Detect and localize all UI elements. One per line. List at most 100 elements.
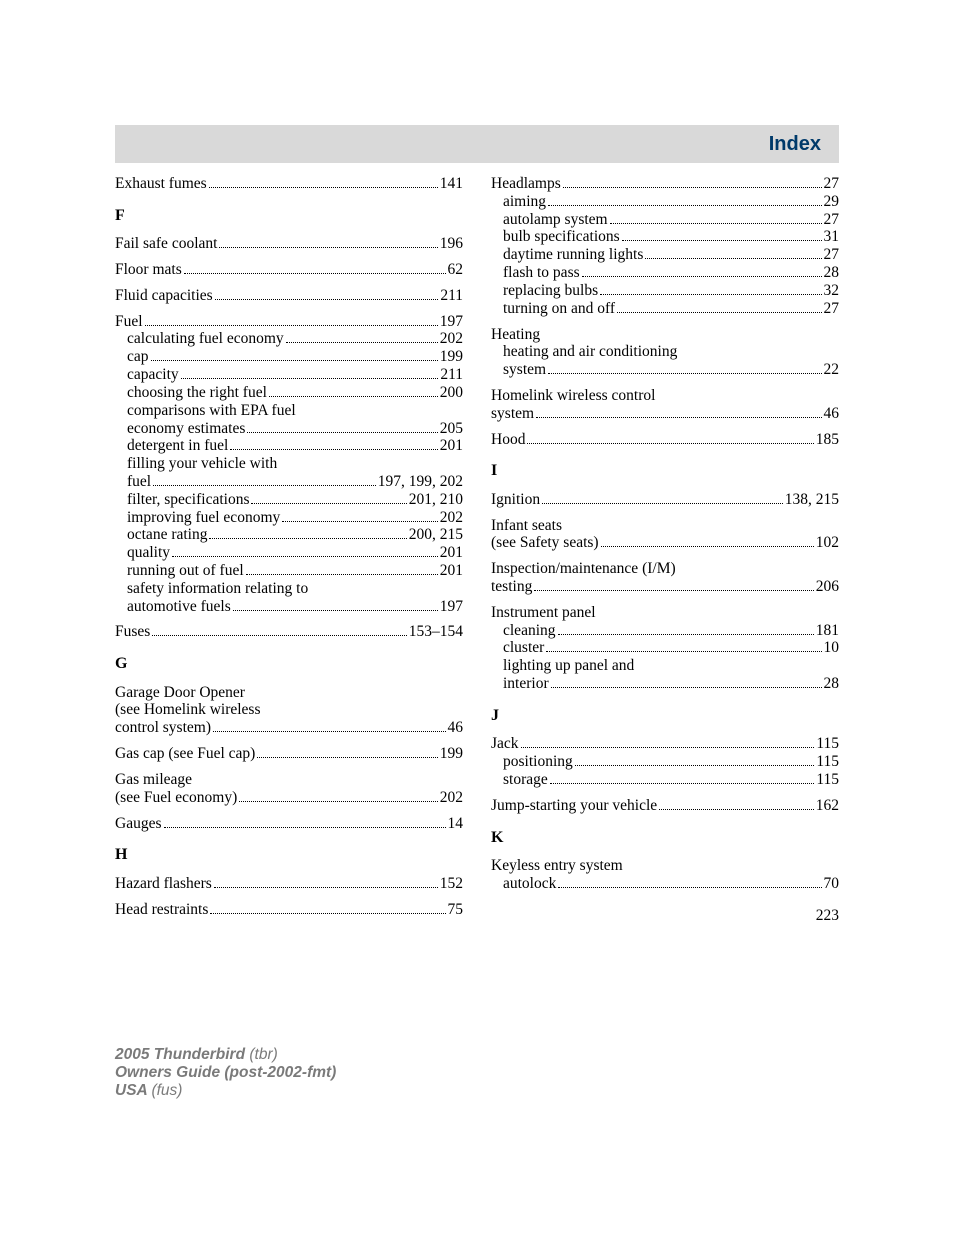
leader-dots [558,887,821,888]
index-subentry: interior28 [491,675,839,693]
index-subentry: automotive fuels197 [115,598,463,616]
entry-page: 62 [448,261,464,279]
entry-page: 185 [816,431,839,449]
leader-dots [213,731,446,732]
entry-page: 202 [440,509,463,527]
entry-label: Gas mileage [115,771,192,788]
left-column: Exhaust fumes 141 F Fail safe coolant 19… [115,171,463,926]
index-entry-cont: Instrument panel [491,604,839,622]
leader-dots [610,223,822,224]
footer-region: USA [115,1082,151,1099]
index-subentry-cont: comparisons with EPA fuel [115,402,463,420]
index-entry: Exhaust fumes 141 [115,175,463,193]
leader-dots [184,273,446,274]
letter-heading: H [115,846,463,864]
entry-label: comparisons with EPA fuel [127,402,296,419]
index-subentry: quality201 [115,544,463,562]
index-subentry: choosing the right fuel 200 [115,384,463,402]
entry-page: 10 [824,639,840,657]
letter-heading: K [491,829,839,847]
index-subentry: improving fuel economy 202 [115,509,463,527]
entry-label: cleaning [503,622,556,640]
leader-dots [257,757,437,758]
entry-label: Fail safe coolant [115,235,217,253]
leader-dots [534,590,813,591]
index-entry: Jump-starting your vehicle 162 [491,797,839,815]
leader-dots [521,747,815,748]
leader-dots [153,485,376,486]
entry-page: 29 [824,193,840,211]
entry-label: daytime running lights [503,246,643,264]
entry-label: control system) [115,719,211,737]
footer-line-3: USA (fus) [115,1082,839,1100]
entry-page: 27 [824,211,840,229]
entry-label: Infant seats [491,517,562,534]
index-entry: Gauges 14 [115,815,463,833]
leader-dots [209,538,406,539]
index-entry: system 46 [491,405,839,423]
leader-dots [582,276,822,277]
leader-dots [542,503,783,504]
leader-dots [181,378,439,379]
entry-page: 205 [440,420,463,438]
leader-dots [209,187,438,188]
entry-page: 153–154 [409,623,463,641]
entry-page: 31 [824,228,840,246]
entry-label: Floor mats [115,261,182,279]
entry-label: filling your vehicle with [127,455,277,472]
index-entry: Fluid capacities 211 [115,287,463,305]
entry-label: choosing the right fuel [127,384,267,402]
entry-label: octane rating [127,526,207,544]
entry-label: system [491,405,534,423]
footer-guide: Owners Guide (post-2002-fmt) [115,1064,336,1081]
entry-page: 200 [440,384,463,402]
entry-page: 201 [440,544,463,562]
entry-label: Instrument panel [491,604,596,621]
entry-page: 14 [448,815,464,833]
letter-heading: J [491,707,839,725]
entry-label: filter, specifications [127,491,249,509]
entry-page: 197 [440,598,463,616]
header-bar: Index [115,125,839,163]
entry-page: 152 [440,875,463,893]
index-subentry-cont: filling your vehicle with [115,455,463,473]
entry-label: lighting up panel and [503,657,634,674]
entry-label: Jack [491,735,519,753]
entry-page: 206 [816,578,839,596]
index-entry: Floor mats 62 [115,261,463,279]
index-subentry: aiming 29 [491,193,839,211]
entry-label: Keyless entry system [491,857,623,874]
index-entry: Fuel 197 [115,313,463,331]
index-subentry: detergent in fuel201 [115,437,463,455]
entry-page: 197 [440,313,463,331]
leader-dots [645,258,821,259]
leader-dots [210,913,445,914]
entry-label: improving fuel economy [127,509,280,527]
index-subentry: cluster10 [491,639,839,657]
footer-line-2: Owners Guide (post-2002-fmt) [115,1064,839,1082]
index-entry-cont: Homelink wireless control [491,387,839,405]
leader-dots [601,546,814,547]
entry-label: Gas cap (see Fuel cap) [115,745,255,763]
entry-page: 27 [824,246,840,264]
index-entry: Fuses 153–154 [115,623,463,641]
leader-dots [548,373,821,374]
entry-label: aiming [503,193,546,211]
leader-dots [551,687,822,688]
entry-label: Fluid capacities [115,287,213,305]
leader-dots [172,556,438,557]
leader-dots [239,801,438,802]
leader-dots [527,443,813,444]
entry-label: calculating fuel economy [127,330,284,348]
entry-label: heating and air conditioning [503,343,677,360]
index-entry-cont: Inspection/maintenance (I/M) [491,560,839,578]
entry-page: 197, 199, 202 [378,473,463,491]
index-entry: (see Safety seats) 102 [491,534,839,552]
entry-page: 22 [824,361,840,379]
leader-dots [622,240,822,241]
entry-label: Headlamps [491,175,561,193]
leader-dots [246,574,438,575]
entry-page: 211 [440,287,463,305]
entry-page: 32 [824,282,840,300]
index-subentry: positioning115 [491,753,839,771]
